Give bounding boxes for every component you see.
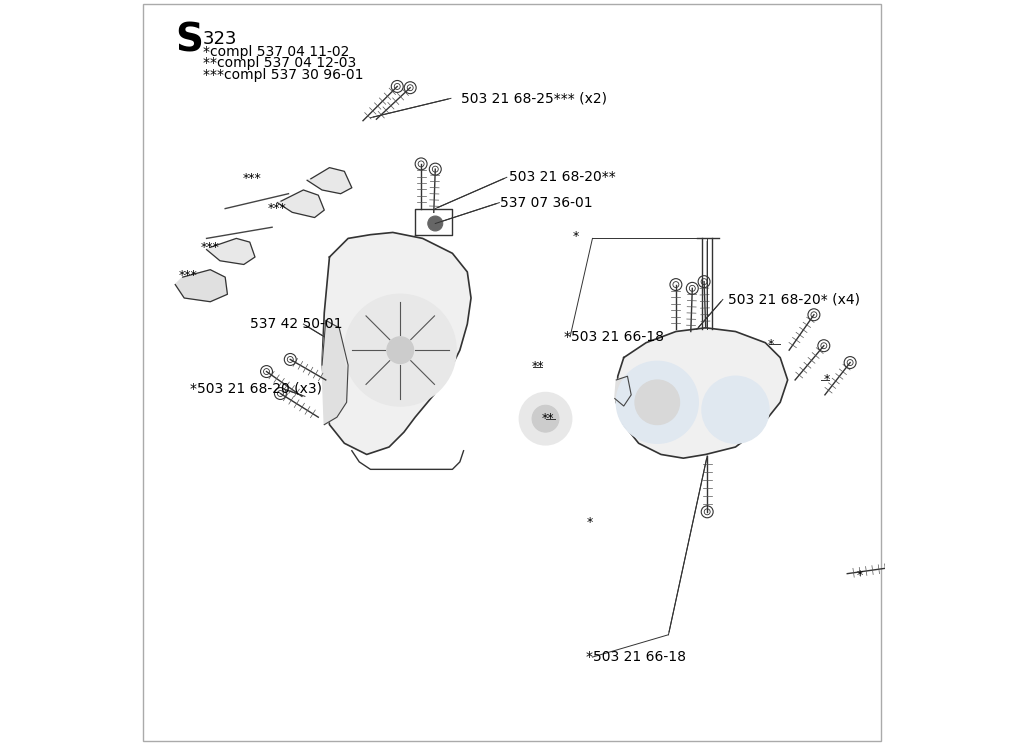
Text: **: ** (542, 412, 554, 425)
Text: 323: 323 (203, 30, 238, 48)
Text: **compl 537 04 12-03: **compl 537 04 12-03 (203, 57, 356, 70)
Text: *503 21 66-18: *503 21 66-18 (587, 650, 686, 664)
Text: ***: *** (178, 269, 197, 282)
Text: *: * (768, 337, 774, 351)
Circle shape (635, 380, 680, 425)
Circle shape (428, 216, 442, 231)
Circle shape (616, 361, 698, 443)
Polygon shape (322, 232, 471, 454)
Text: ***: *** (267, 202, 287, 215)
Text: *: * (823, 373, 829, 387)
Text: *503 21 66-18: *503 21 66-18 (564, 330, 665, 343)
Polygon shape (616, 328, 787, 458)
Polygon shape (278, 190, 325, 218)
Text: S: S (175, 22, 203, 60)
Polygon shape (207, 238, 255, 264)
Text: *503 21 68-20 (x3): *503 21 68-20 (x3) (190, 382, 323, 396)
Polygon shape (322, 320, 348, 425)
Polygon shape (175, 270, 227, 302)
Text: *compl 537 04 11-02: *compl 537 04 11-02 (203, 45, 349, 59)
Circle shape (387, 337, 414, 364)
Circle shape (702, 376, 769, 443)
Circle shape (532, 405, 559, 432)
Text: ***: *** (201, 241, 219, 254)
Polygon shape (614, 376, 631, 406)
Circle shape (344, 294, 456, 406)
Text: *: * (587, 516, 593, 530)
Text: 503 21 68-20* (x4): 503 21 68-20* (x4) (728, 293, 860, 306)
Text: *: * (856, 568, 862, 582)
Text: 537 42 50-01: 537 42 50-01 (250, 317, 342, 331)
Circle shape (519, 393, 571, 445)
Text: ***compl 537 30 96-01: ***compl 537 30 96-01 (203, 68, 364, 81)
Text: *: * (573, 230, 580, 244)
Text: ***: *** (243, 172, 261, 186)
Polygon shape (307, 168, 352, 194)
Text: **: ** (532, 360, 545, 373)
Text: 503 21 68-20**: 503 21 68-20** (509, 171, 615, 184)
Text: 503 21 68-25*** (x2): 503 21 68-25*** (x2) (462, 92, 607, 105)
Text: 537 07 36-01: 537 07 36-01 (500, 196, 593, 209)
